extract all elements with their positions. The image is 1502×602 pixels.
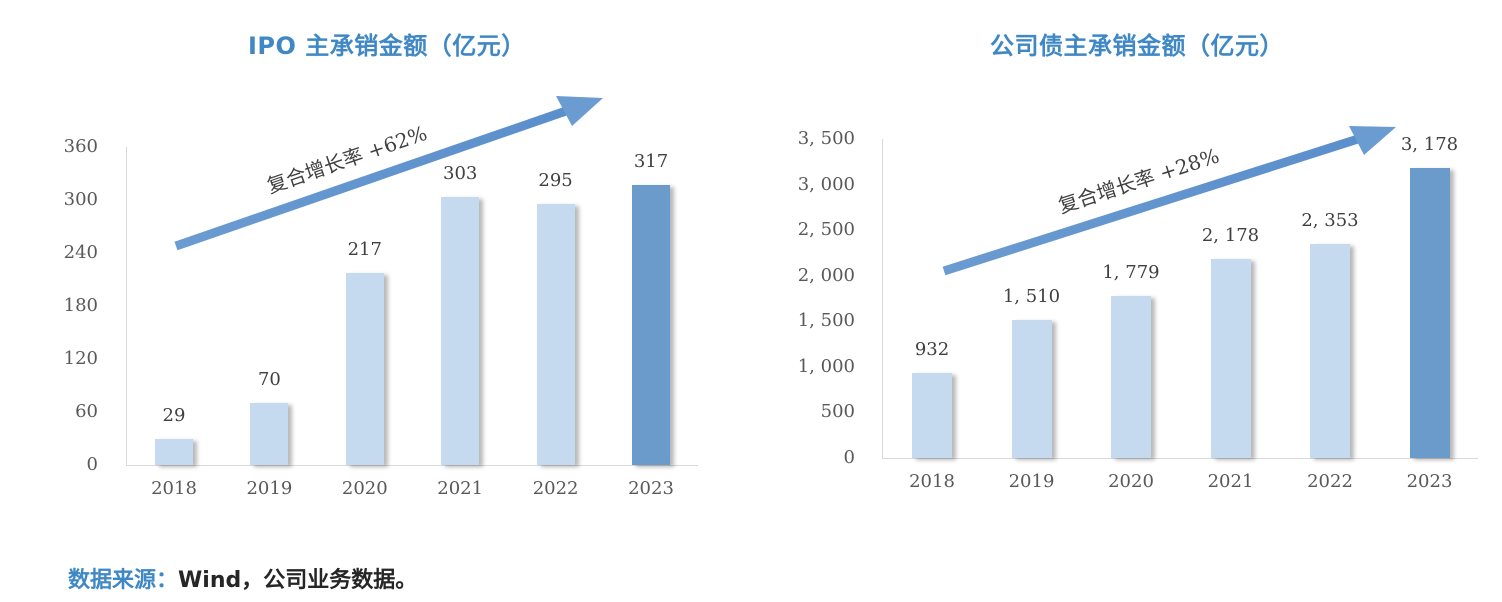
value-label-2019: 1, 510 [1002,286,1061,308]
bond-growth-arrow-icon [942,126,1396,276]
x-tick-label-2018: 2018 [909,471,955,492]
y-tick-label: 300 [63,189,98,210]
y-tick-label: 60 [75,401,98,422]
bar-2019 [1011,320,1052,458]
value-label-2021: 2, 178 [1201,225,1260,247]
y-tick-label: 120 [63,348,98,369]
bar-2019 [250,403,289,465]
value-label-2020: 1, 779 [1102,261,1160,283]
data-source-text: Wind，公司业务数据。 [178,568,418,593]
value-label-2023: 317 [633,150,669,172]
bar-2020 [345,273,384,465]
x-tick-label-2022: 2022 [1307,471,1353,492]
y-axis-line [126,147,127,465]
y-tick-label: 240 [63,242,98,263]
x-tick-label-2021: 2021 [1207,471,1254,492]
y-tick-label: 360 [63,136,98,157]
bar-2022 [1310,243,1350,458]
bar-2023 [632,184,670,465]
y-axis-line [882,139,883,458]
bar-2021 [1210,259,1251,458]
value-label-2021: 303 [443,163,478,185]
x-tick-label-2018: 2018 [151,478,197,499]
y-tick-label: 3, 000 [797,173,855,195]
bar-2022 [536,204,575,465]
x-axis-line [882,458,1478,459]
x-tick-label-2022: 2022 [532,478,579,499]
bar-2020 [1111,295,1151,458]
x-tick-label-2020: 2020 [1108,471,1154,492]
x-axis-line [126,465,698,466]
y-tick-label: 0 [843,447,855,468]
x-tick-label-2021: 2021 [437,478,484,499]
x-tick-label-2019: 2019 [246,478,293,499]
y-tick-label: 0 [86,454,98,475]
y-tick-label: 1, 000 [797,355,855,377]
bond-chart-title: 公司债主承销金额（亿元） [990,32,1284,60]
x-tick-label-2023: 2023 [1406,471,1453,492]
value-label-2023: 3, 178 [1400,134,1459,156]
ipo-growth-arrow-icon [174,96,603,251]
value-label-2020: 217 [347,239,382,261]
x-tick-label-2023: 2023 [628,478,674,499]
y-tick-label: 180 [63,295,98,316]
y-tick-label: 1, 500 [797,310,855,332]
value-label-2019: 70 [257,369,281,391]
y-tick-label: 3, 500 [797,128,855,149]
value-label-2022: 2, 353 [1301,209,1359,231]
bar-2023 [1409,168,1450,458]
y-tick-label: 500 [820,401,855,423]
value-label-2022: 295 [538,170,573,192]
value-label-2018: 932 [914,339,950,361]
data-source-label: 数据来源： [68,568,179,593]
x-tick-label-2020: 2020 [341,478,388,499]
x-tick-label-2019: 2019 [1008,471,1055,492]
bar-2021 [441,197,480,465]
value-label-2018: 29 [162,405,186,427]
y-tick-label: 2, 000 [797,264,855,286]
y-tick-label: 2, 500 [797,219,855,241]
ipo-chart-title: IPO 主承销金额（亿元） [248,32,526,60]
bar-2018 [155,439,193,465]
data-source-note: 数据来源：Wind，公司业务数据。 [68,562,417,594]
bar-2018 [912,373,952,458]
